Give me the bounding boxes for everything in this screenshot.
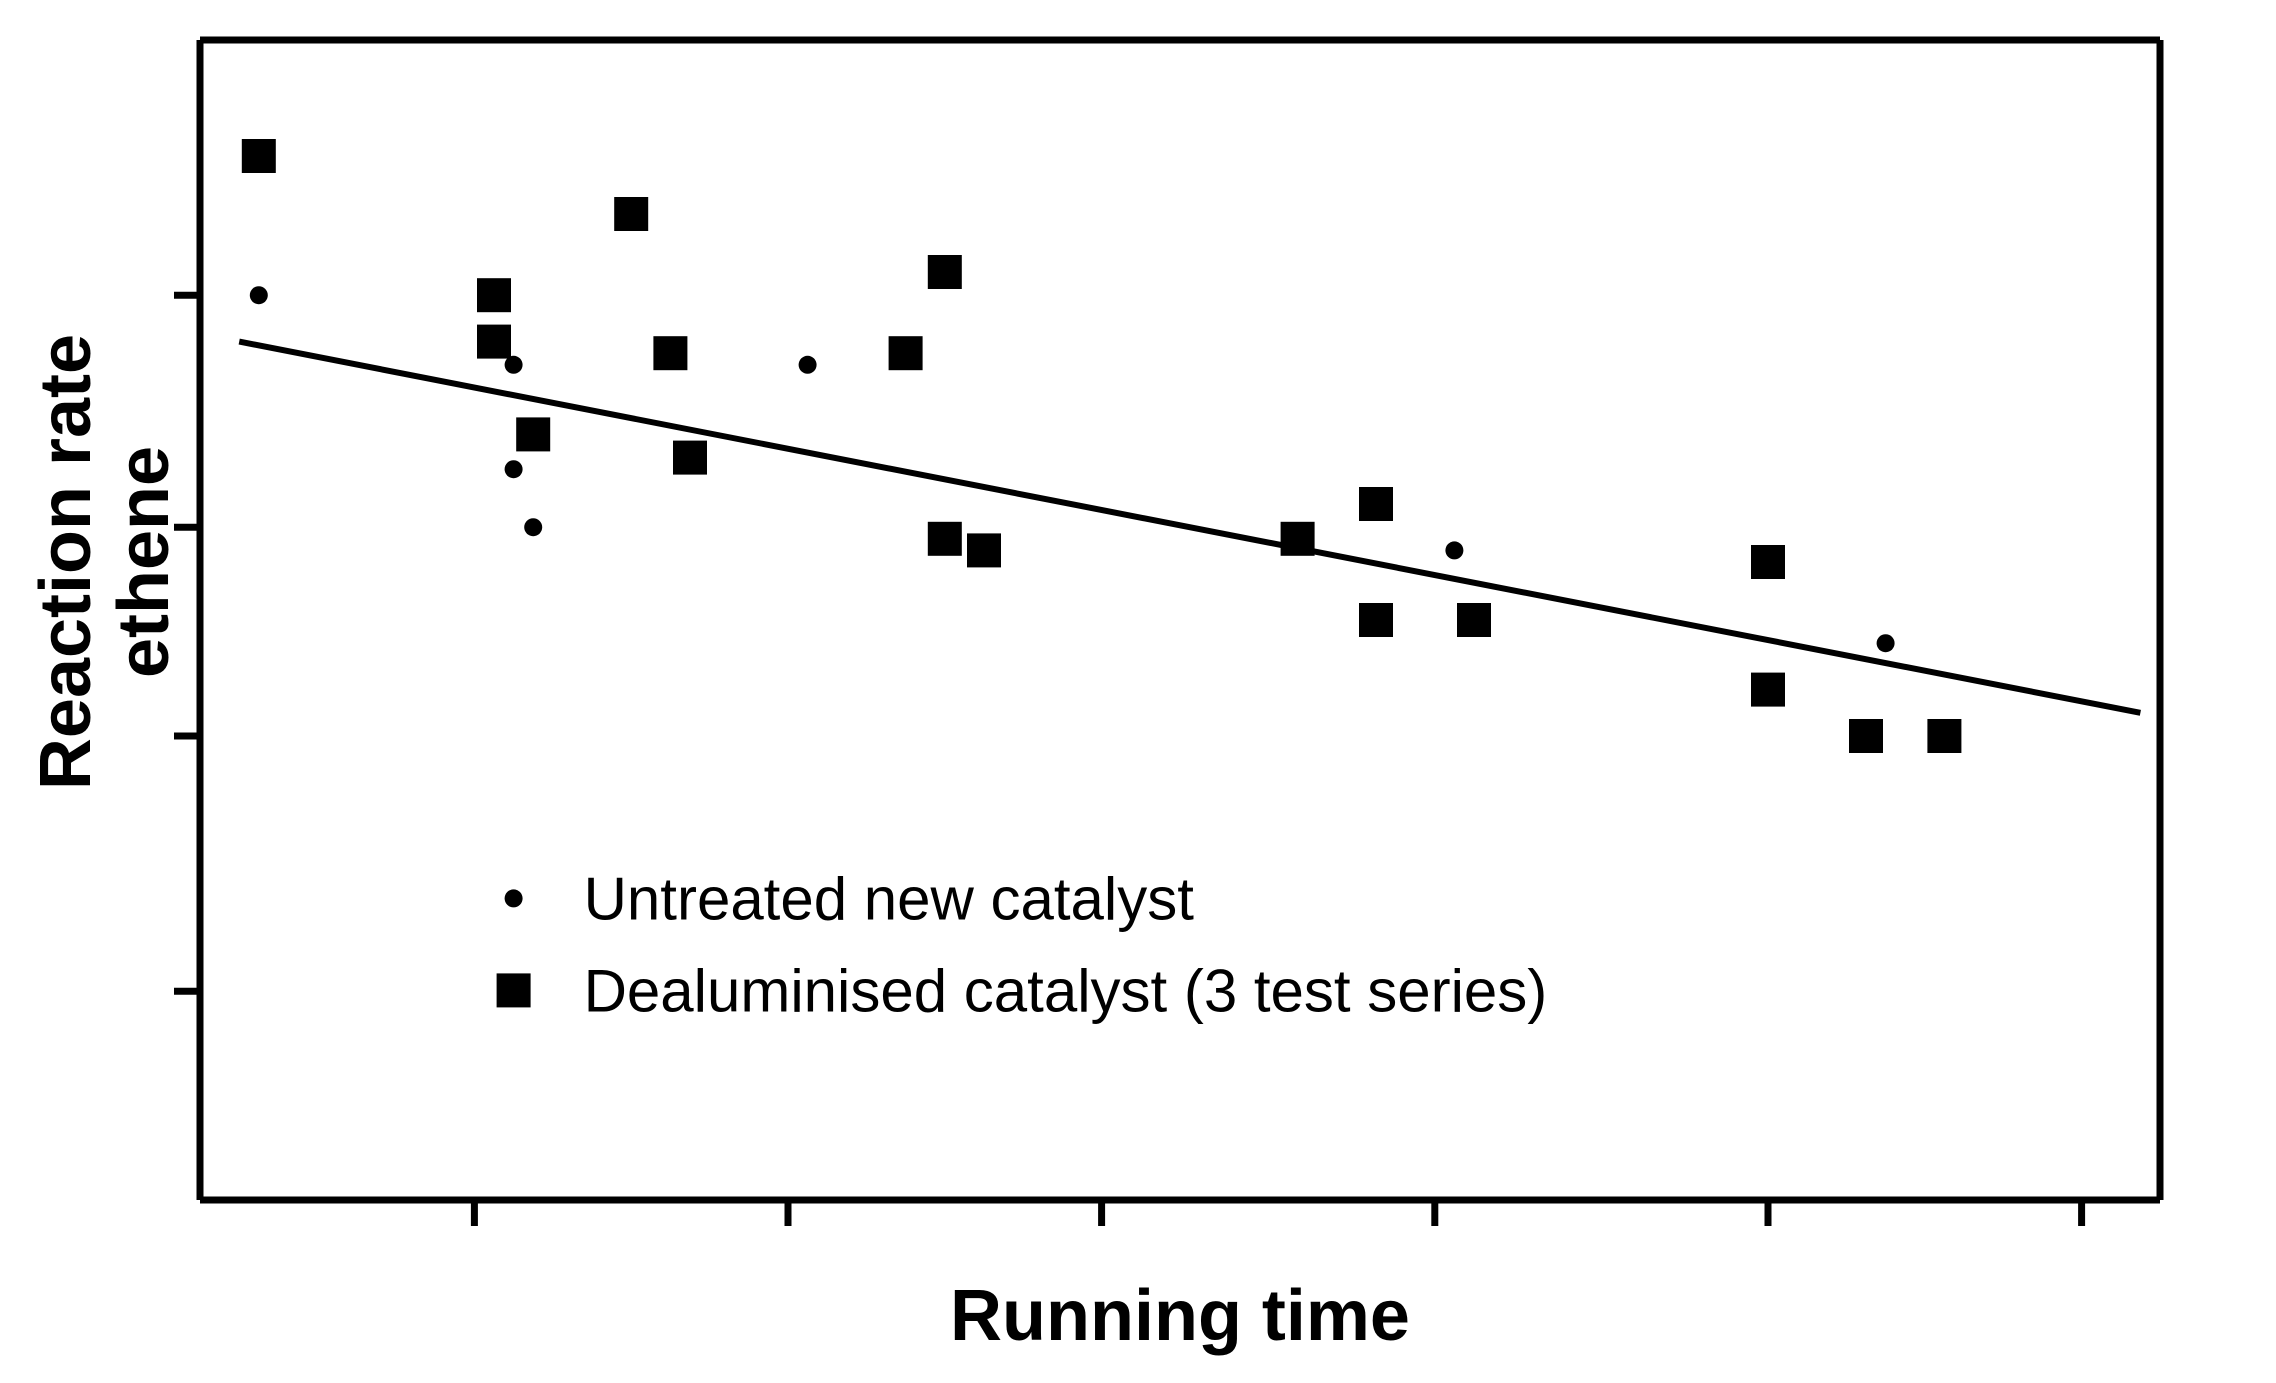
point-dealuminised <box>1751 545 1785 579</box>
point-untreated <box>505 460 523 478</box>
point-dealuminised <box>1359 603 1393 637</box>
point-dealuminised <box>614 197 648 231</box>
scatter-chart: Untreated new catalyst Dealuminised catal… <box>0 0 2276 1383</box>
point-dealuminised <box>1751 673 1785 707</box>
point-untreated <box>1877 634 1895 652</box>
chart-background <box>0 0 2276 1383</box>
point-dealuminised <box>242 139 276 173</box>
point-dealuminised <box>1849 719 1883 753</box>
point-dealuminised <box>653 336 687 370</box>
point-dealuminised <box>928 522 962 556</box>
point-dealuminised <box>477 325 511 359</box>
y-axis-label: Reaction rate <box>26 334 106 790</box>
y-axis-label: ethene <box>104 446 184 678</box>
point-dealuminised <box>967 533 1001 567</box>
legend-label: Dealuminised catalyst (3 test series) <box>584 957 1548 1024</box>
point-dealuminised <box>673 441 707 475</box>
legend-marker-circle-icon <box>505 889 523 907</box>
legend-marker-square-icon <box>497 973 531 1007</box>
point-untreated <box>799 356 817 374</box>
point-dealuminised <box>928 255 962 289</box>
point-dealuminised <box>516 417 550 451</box>
legend-label: Untreated new catalyst <box>584 865 1195 932</box>
point-dealuminised <box>1281 522 1315 556</box>
point-untreated <box>524 518 542 536</box>
point-untreated <box>1445 541 1463 559</box>
chart-container: Untreated new catalyst Dealuminised catal… <box>0 0 2276 1383</box>
point-dealuminised <box>1927 719 1961 753</box>
x-axis-label: Running time <box>950 1276 1410 1356</box>
point-dealuminised <box>477 278 511 312</box>
point-untreated <box>250 286 268 304</box>
point-dealuminised <box>1359 487 1393 521</box>
point-dealuminised <box>1457 603 1491 637</box>
point-dealuminised <box>889 336 923 370</box>
